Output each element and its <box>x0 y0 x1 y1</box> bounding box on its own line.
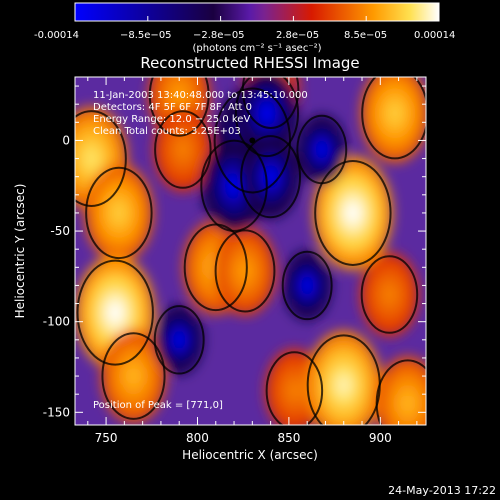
heatmap-feature <box>318 144 326 155</box>
info-clean: Clean Total counts: 3.25E+03 <box>93 126 241 137</box>
info-time-range: 11‑Jan‑2003 13:40:48.000 to 13:45:10.000 <box>93 90 308 101</box>
heatmap-feature <box>175 334 183 345</box>
contour-line <box>281 250 333 321</box>
contour-line <box>75 110 127 207</box>
colorbar-ticks <box>74 16 440 21</box>
colorbar-tick-4: 8.5e−05 <box>344 30 387 41</box>
contour-line <box>361 77 426 160</box>
x-tick-label: 850 <box>277 431 300 445</box>
chart-title: Reconstructed RHESSI Image <box>140 54 359 72</box>
x-tick-label: 900 <box>369 431 392 445</box>
heatmap-feature <box>336 375 351 396</box>
x-tick-label: 800 <box>186 431 209 445</box>
contour-line <box>240 135 302 219</box>
y-tick-label: -150 <box>43 405 70 419</box>
colorbar-tick-5: 0.00014 <box>414 30 455 41</box>
y-tick-label: 0 <box>62 133 70 147</box>
heatmap-feature <box>384 286 395 303</box>
contour-line <box>314 159 392 266</box>
axes: 750 800 850 900 0 -50 -100 -150 <box>43 77 426 445</box>
plot-frame <box>74 76 427 426</box>
colorbar-tick-1: −8.5e−05 <box>120 30 172 41</box>
heatmap-feature <box>303 280 311 291</box>
colorbar-tick-2: −2.8e−05 <box>193 30 245 41</box>
contour-line <box>101 332 166 420</box>
contour-line <box>214 229 276 313</box>
colorbar <box>74 2 440 22</box>
heatmap-feature <box>289 382 300 399</box>
y-tick-label: -50 <box>50 224 70 238</box>
contour-line <box>375 359 426 425</box>
footer-date: 24‑May‑2013 17:22 <box>388 484 496 497</box>
heatmap-feature <box>112 203 126 223</box>
contour-line <box>234 77 300 158</box>
colorbar-tick-0: -0.00014 <box>34 30 79 41</box>
heatmap-feature <box>127 367 140 385</box>
contour-lines <box>75 77 426 425</box>
peak-marker <box>249 137 256 144</box>
contour-line <box>296 114 348 185</box>
heatmap-feature <box>177 141 189 158</box>
info-energy: Energy Range: 12.0 − 25.0 keV <box>93 114 250 125</box>
heatmap-feature <box>173 86 185 104</box>
contour-line <box>200 139 268 232</box>
info-detectors: Detectors: 4F 5F 6F 7F 8F, Att 0 <box>93 102 252 113</box>
heatmap-feature <box>401 394 414 412</box>
contour-line <box>154 110 212 189</box>
heatmap-feature <box>262 107 272 120</box>
contour-line <box>85 166 153 260</box>
peak-position-label: Position of Peak = [771,0] <box>93 400 223 411</box>
y-tick-label: -100 <box>43 315 70 329</box>
y-axis-label: Heliocentric Y (arcsec) <box>13 184 27 319</box>
heatmap-feature <box>239 262 251 280</box>
contour-line <box>148 77 210 137</box>
colorbar-units: (photons cm⁻² s⁻¹ asec⁻²) <box>192 43 321 54</box>
contour-line <box>265 351 324 425</box>
heatmap-feature <box>345 202 361 224</box>
heatmap-feature <box>84 149 99 169</box>
heatmap-feature <box>388 104 402 123</box>
heatmap-feature <box>266 170 275 183</box>
colorbar-tick-3: 2.8e−05 <box>276 30 319 41</box>
contour-line <box>153 305 205 375</box>
contour-line <box>360 255 419 334</box>
contour-line <box>76 259 154 366</box>
x-axis-label: Heliocentric X (arcsec) <box>182 448 318 462</box>
heatmap-feature <box>107 302 123 324</box>
x-tick-label: 750 <box>95 431 118 445</box>
